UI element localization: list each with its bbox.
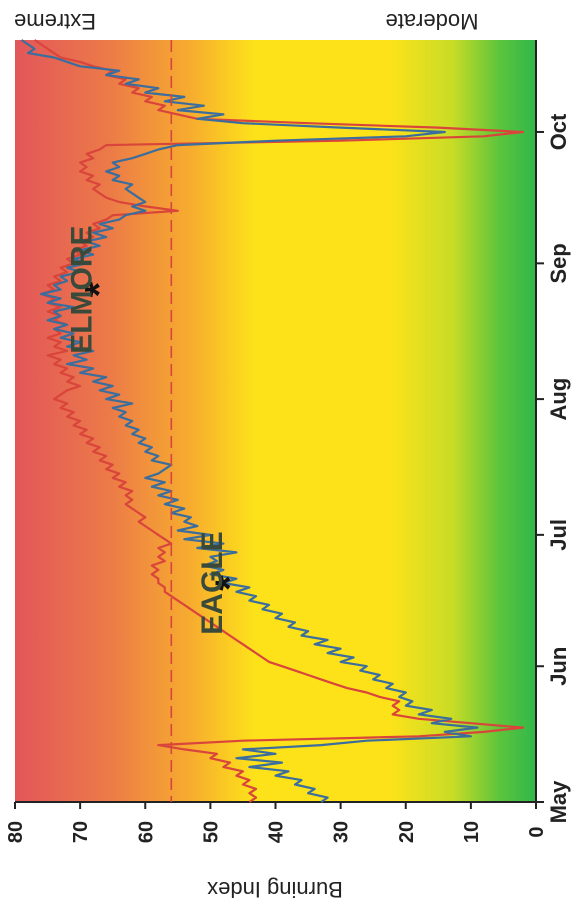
band-label-extreme: Extreme: [14, 9, 96, 34]
annotation-label-elmore: ELMORE: [66, 225, 99, 353]
annotation-star-marker: *: [78, 281, 122, 297]
y-tick-label: 30: [331, 821, 353, 843]
series-line-blue: [20, 39, 479, 803]
x-axis: May Jun Jul Aug Sep Oct: [535, 40, 571, 824]
y-tick-label: 0: [526, 826, 548, 837]
band-label-moderate: Moderate: [386, 9, 479, 34]
x-tick-label: Oct: [546, 113, 571, 150]
annotation-star-marker: *: [208, 575, 252, 591]
y-tick-label: 80: [5, 821, 27, 843]
y-axis-title: Burning Index: [207, 877, 343, 902]
y-tick-label: 10: [461, 821, 483, 843]
y-tick-label: 70: [70, 821, 92, 843]
y-tick-label: 60: [135, 821, 157, 843]
y-tick-label: 40: [266, 821, 288, 843]
y-axis: 0 10 20 30 40 50 60 70 80: [5, 801, 548, 843]
y-tick-label: 20: [396, 821, 418, 843]
x-tick-label: May: [546, 780, 571, 824]
x-tick-label: Aug: [546, 378, 571, 421]
annotation-label-eagle: EAGLE: [196, 531, 229, 634]
series-line-red: [33, 39, 525, 803]
x-tick-label: Jul: [546, 519, 571, 551]
y-tick-label: 50: [200, 821, 222, 843]
x-tick-label: Jun: [546, 647, 571, 686]
x-tick-label: Sep: [546, 243, 571, 283]
series-group: [20, 39, 525, 803]
annotations: *EAGLE*ELMORE: [66, 225, 252, 634]
plot-background: [15, 40, 536, 802]
